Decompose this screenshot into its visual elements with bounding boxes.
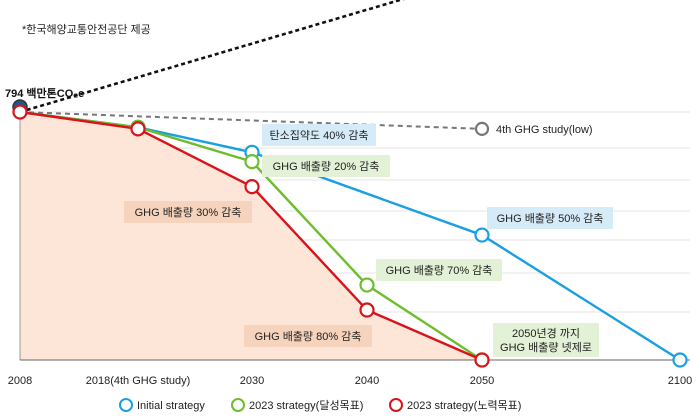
legend-label: 2023 strategy(노력목표) — [407, 399, 521, 412]
annotation-text: GHG 배출량 30% 감축 — [135, 206, 242, 219]
annotation-text: GHG 배출량 50% 감축 — [497, 212, 604, 225]
legend-marker — [119, 398, 133, 412]
series-line — [19, 0, 405, 114]
x-tick-label: 2100 — [668, 375, 692, 387]
series-end-label: 4th GHG study(low) — [496, 124, 593, 136]
annotation-text: GHG 배출량 넷제로 — [500, 341, 592, 354]
effort-target-area — [20, 112, 482, 360]
annotation-box — [244, 325, 372, 347]
series-point — [244, 154, 260, 170]
annotation-text: GHG 배출량 20% 감축 — [273, 160, 380, 173]
annotation-box — [493, 323, 599, 357]
annotation-box — [487, 207, 613, 229]
series-point — [672, 352, 688, 368]
series-point — [359, 277, 375, 293]
annotation-text: GHG 배출량 80% 감축 — [255, 330, 362, 343]
x-tick-label: 2040 — [355, 375, 379, 387]
legend-marker — [231, 398, 245, 412]
series-point — [244, 179, 260, 195]
annotation-box — [262, 124, 376, 146]
series-point — [474, 352, 490, 368]
annotation-text: 탄소집약도 40% 감축 — [270, 128, 369, 142]
series-point — [12, 104, 28, 120]
legend-marker — [389, 398, 403, 412]
series-point — [474, 121, 490, 136]
source-note: *한국해양교통안전공단 제공 — [22, 22, 151, 36]
start-value-label: 794 백만톤CO₂e — [5, 86, 84, 100]
series-point — [359, 302, 375, 318]
legend-label: Initial strategy — [137, 400, 205, 412]
x-tick-label: 2008 — [8, 375, 32, 387]
x-tick-label: 2050 — [470, 375, 494, 387]
x-tick-label: 2018(4th GHG study) — [86, 375, 191, 387]
x-tick-label: 2030 — [240, 375, 264, 387]
legend-label: 2023 strategy(달성목표) — [249, 399, 363, 412]
annotation-text: GHG 배출량 70% 감축 — [386, 264, 493, 277]
annotation-box — [124, 201, 252, 223]
series-point — [474, 227, 490, 243]
annotation-box — [262, 155, 390, 177]
series-point — [130, 121, 146, 137]
annotation-text: 2050년경 까지 — [512, 327, 580, 340]
annotation-box — [376, 259, 502, 281]
